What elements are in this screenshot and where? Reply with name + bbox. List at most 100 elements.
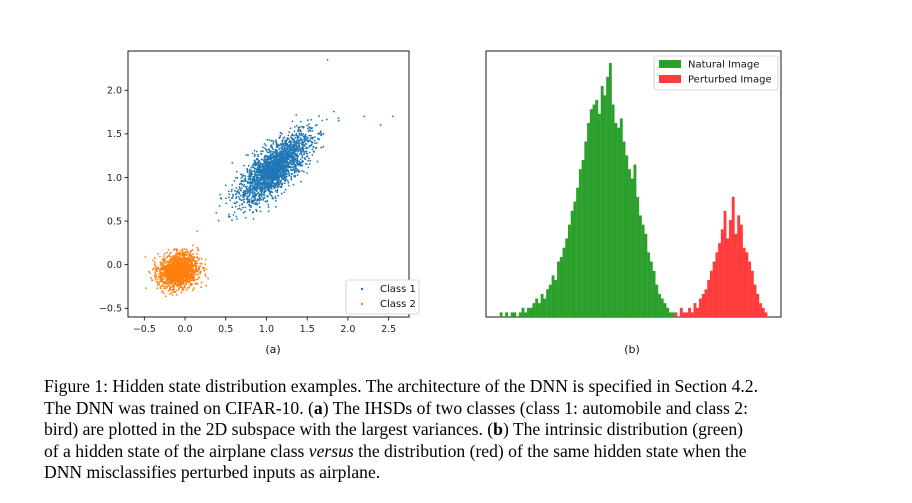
subfigure-label-b: (b)	[624, 343, 640, 356]
hist-bar	[573, 201, 577, 317]
scatter-point	[292, 183, 295, 186]
scatter-point	[196, 262, 198, 265]
hist-bar	[712, 261, 716, 317]
scatter-point	[197, 249, 200, 252]
scatter-point	[276, 184, 278, 187]
hist-bar	[554, 280, 558, 317]
scatter-point	[179, 267, 182, 270]
scatter-point	[171, 294, 174, 296]
scatter-point	[254, 186, 256, 189]
scatter-point	[238, 191, 241, 194]
hist-bar	[527, 307, 530, 317]
scatter-point	[319, 131, 322, 134]
scatter-point	[308, 157, 310, 160]
scatter-point	[321, 119, 324, 122]
scatter-point	[264, 177, 267, 179]
scatter-point	[275, 197, 277, 200]
hist-bar	[737, 215, 741, 317]
scatter-point	[275, 181, 278, 184]
scatter-point	[255, 182, 258, 185]
scatter-point	[165, 265, 168, 267]
scatter-point	[247, 154, 249, 157]
scatter-point	[251, 186, 254, 189]
scatter-point	[199, 270, 202, 273]
scatter-point	[227, 190, 230, 193]
scatter-point	[313, 139, 316, 142]
scatter-point	[301, 156, 304, 159]
scatter-point	[240, 179, 243, 182]
scatter-point	[204, 258, 207, 261]
scatter-point	[168, 293, 171, 295]
scatter-point	[167, 263, 170, 266]
scatter-point	[298, 160, 301, 163]
scatter-point	[267, 173, 270, 175]
scatter-point	[237, 208, 239, 210]
scatter-point	[292, 141, 295, 144]
scatter-point	[262, 188, 264, 191]
scatter-point	[190, 273, 193, 276]
scatter-point	[299, 129, 302, 132]
scatter-point	[243, 198, 246, 201]
scatter-point	[255, 180, 258, 183]
hist-bar	[666, 307, 670, 317]
scatter-point	[167, 270, 170, 273]
scatter-point	[262, 198, 265, 201]
scatter-point	[309, 126, 312, 129]
scatter-point	[287, 134, 290, 137]
scatter-point	[296, 174, 299, 177]
scatter-point	[231, 219, 233, 222]
scatter-point	[288, 172, 290, 175]
scatter-point	[166, 282, 169, 285]
hist-bar	[598, 113, 601, 317]
scatter-point	[237, 189, 240, 191]
scatter-point	[270, 165, 273, 167]
scatter-point	[183, 256, 186, 258]
scatter-point	[193, 264, 196, 267]
hist-bar	[518, 312, 522, 317]
scatter-point	[290, 148, 293, 151]
scatter-point	[286, 149, 288, 151]
scatter-point	[275, 205, 277, 208]
scatter-point	[315, 142, 318, 144]
scatter-point	[154, 261, 156, 264]
scatter-point	[237, 196, 240, 198]
scatter-point	[162, 292, 165, 295]
scatter-point	[163, 287, 166, 290]
scatter-point	[307, 139, 310, 142]
scatter-point	[201, 266, 204, 269]
scatter-point	[297, 127, 300, 129]
caption-bold-b: b	[493, 419, 503, 439]
hist-bar	[521, 307, 525, 317]
scatter-point	[290, 163, 293, 166]
scatter-point	[247, 190, 249, 193]
scatter-point	[265, 144, 267, 147]
scatter-point	[270, 173, 273, 176]
scatter-point	[247, 200, 250, 203]
scatter-point	[184, 274, 187, 276]
scatter-point	[264, 185, 267, 188]
scatter-point	[285, 175, 288, 178]
scatter-point	[309, 140, 311, 142]
scatter-point	[178, 274, 181, 277]
hist-bar	[693, 303, 697, 317]
scatter-point	[265, 173, 268, 176]
scatter-point	[240, 208, 243, 211]
scatter-point	[270, 157, 272, 160]
scatter-point	[260, 192, 263, 195]
scatter-point	[188, 255, 191, 257]
scatter-point	[254, 173, 257, 175]
scatter-point	[164, 280, 166, 283]
scatter-point	[262, 166, 264, 169]
scatter-point	[261, 150, 264, 153]
scatter-point	[300, 132, 302, 135]
scatter-point	[270, 159, 273, 162]
scatter-point	[188, 257, 190, 260]
scatter-point	[307, 160, 310, 162]
scatter-point	[176, 271, 178, 273]
scatter-point	[251, 152, 254, 155]
scatter-point	[253, 169, 256, 172]
scatter-point	[183, 285, 186, 287]
histogram-panel: Natural Image Perturbed Image (b)	[485, 50, 782, 356]
scatter-point	[152, 259, 155, 262]
scatter-point	[181, 263, 184, 266]
